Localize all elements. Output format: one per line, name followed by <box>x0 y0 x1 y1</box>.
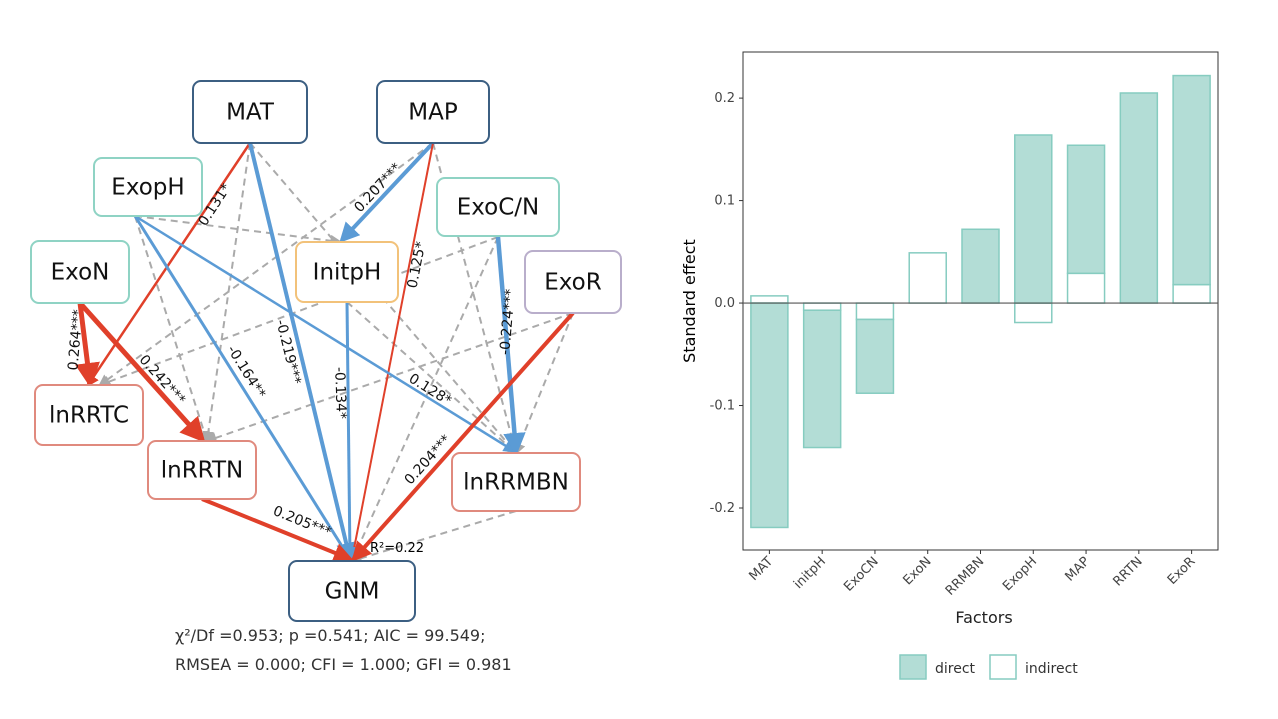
bar <box>1119 92 1159 304</box>
node-box <box>30 240 130 304</box>
x-tick-label: MAT <box>746 554 776 584</box>
bar <box>1014 134 1053 304</box>
node-label: ExoN <box>51 260 110 286</box>
path-coefficient: -0.224*** <box>497 288 519 355</box>
path-arrow <box>201 497 354 563</box>
path-coefficient: 0.204*** <box>402 432 455 488</box>
node-box <box>451 452 581 512</box>
x-axis-label: Factors <box>955 608 1012 627</box>
node-box <box>376 80 490 144</box>
node-label: MAT <box>226 100 275 126</box>
y-tick-label: 0.0 <box>714 296 735 311</box>
path-arrow <box>248 142 356 563</box>
r-squared: R²=0.22 <box>370 541 424 556</box>
nodes: MAT MAP ExopH ExoC/N ExoN InitpH ExoR lnRRTC lnR… <box>30 80 622 622</box>
path-coefficient: 0.207*** <box>351 160 404 216</box>
node-label: ExoC/N <box>457 195 540 221</box>
bar <box>1172 283 1211 304</box>
x-tick-label: RRMBN <box>943 554 988 599</box>
bar <box>1066 144 1106 275</box>
y-axis-label: Standard effect <box>680 239 699 363</box>
path-coefficient: 0.125* <box>405 240 430 289</box>
node-box <box>192 80 308 144</box>
bar <box>961 228 1000 304</box>
path-arrow <box>351 311 575 562</box>
bar <box>1172 74 1211 286</box>
x-tick-label: RRTN <box>1110 554 1145 589</box>
node-box <box>93 157 203 217</box>
legend-label: indirect <box>1025 661 1078 677</box>
bar <box>1066 272 1106 304</box>
node-box <box>436 177 560 237</box>
path-arrow <box>133 215 352 562</box>
bar <box>855 318 895 394</box>
path-coefficient: 0.264*** <box>65 309 86 371</box>
y-tick-label: 0.1 <box>714 194 735 209</box>
node-box <box>288 560 416 622</box>
x-tick-label: initpH <box>791 554 829 592</box>
legend-label: direct <box>935 661 976 677</box>
node-label: InitpH <box>313 260 382 286</box>
node-label: GNM <box>325 579 380 605</box>
node-box <box>295 241 399 303</box>
node-box <box>524 250 622 314</box>
legend-swatch <box>899 654 927 680</box>
node-label: ExopH <box>111 175 184 201</box>
bar <box>908 252 947 304</box>
path-arrow <box>75 302 100 388</box>
x-tick-label: ExoCN <box>841 554 881 594</box>
bar <box>855 302 895 321</box>
bar <box>750 302 789 529</box>
y-tick-label: -0.2 <box>710 501 735 516</box>
x-tick-label: MAP <box>1063 554 1093 584</box>
node-label: lnRRMBN <box>463 470 569 496</box>
y-tick-label: -0.1 <box>710 399 735 414</box>
fit-stats: χ²/Df =0.953; p =0.541; AIC = 99.549; <box>175 626 486 645</box>
node-label: lnRRTC <box>49 403 129 429</box>
path-arrow <box>342 301 358 562</box>
node-label: lnRRTN <box>161 458 244 484</box>
bar <box>802 309 842 449</box>
bar-chart: Standard effect Factors -0.2 -0.1 0.0 0.1 0.… <box>680 51 1219 680</box>
path-arrow <box>495 236 526 456</box>
x-tick-label: ExopH <box>1000 554 1040 594</box>
path-arrow <box>348 142 434 561</box>
y-tick-label: 0.2 <box>714 91 735 106</box>
node-box <box>34 384 144 446</box>
bar <box>1014 302 1053 324</box>
legend-swatch <box>989 654 1017 680</box>
path-arrow <box>339 141 435 243</box>
bar <box>750 295 789 304</box>
path-arrow <box>134 214 517 453</box>
path-coefficient: 0.205*** <box>271 503 334 541</box>
node-label: MAP <box>408 100 458 126</box>
node-label: ExoR <box>544 270 602 296</box>
x-tick-label: ExoR <box>1165 554 1199 588</box>
path-arrow <box>78 301 206 443</box>
fit-stats: RMSEA = 0.000; CFI = 1.000; GFI = 0.981 <box>175 655 512 674</box>
bar <box>802 302 842 311</box>
path-coefficient: -0.134* <box>331 367 349 420</box>
node-box <box>147 440 257 500</box>
x-tick-label: ExoN <box>900 554 934 588</box>
